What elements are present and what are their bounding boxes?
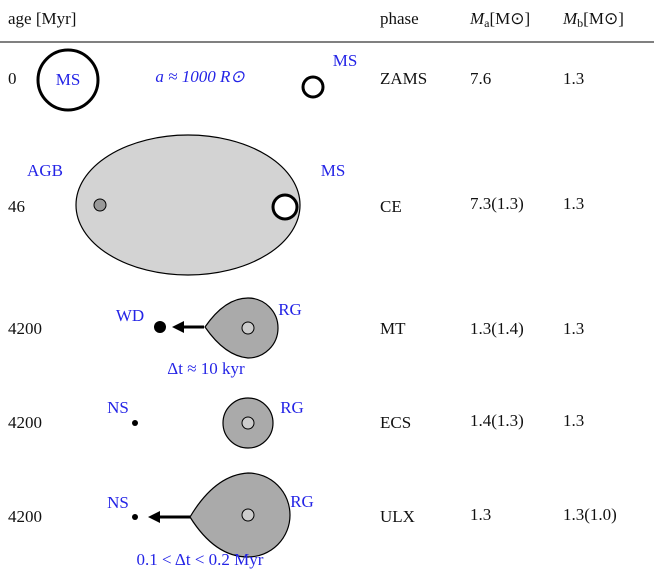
core: [242, 509, 254, 521]
body: age [Myr] phase Ma[M⊙] Mb[M⊙] 0 MS a ≈ 1…: [0, 0, 654, 572]
phase: CE: [380, 197, 402, 216]
mass-b: 1.3: [563, 319, 584, 338]
mass-a: 1.3: [470, 505, 491, 524]
age: 4200: [8, 413, 42, 432]
star-label: RG: [290, 492, 314, 511]
neutron-star: [132, 420, 138, 426]
mass-a: 7.3(1.3): [470, 194, 524, 213]
star: [273, 195, 297, 219]
header-phase: phase: [380, 9, 419, 28]
age: 46: [8, 197, 25, 216]
header-age: age [Myr]: [8, 9, 76, 28]
star: [303, 77, 323, 97]
common-envelope: [76, 135, 300, 275]
duration: Δt ≈ 10 kyr: [167, 359, 245, 378]
mass-a: 1.3(1.4): [470, 319, 524, 338]
star-label: RG: [278, 300, 302, 319]
arrow-head: [148, 511, 160, 523]
phase: ZAMS: [380, 69, 427, 88]
phase: ULX: [380, 507, 415, 526]
star-label: NS: [107, 398, 129, 417]
mass-a: 7.6: [470, 69, 491, 88]
symbol: M: [562, 9, 578, 28]
donor: [190, 473, 290, 557]
mass-b: 1.3(1.0): [563, 505, 617, 524]
core: [94, 199, 106, 211]
diagram: age [Myr] phase Ma[M⊙] Mb[M⊙] 0 MS a ≈ 1…: [0, 0, 654, 572]
symbol: M: [469, 9, 485, 28]
star-label: WD: [116, 306, 144, 325]
page: {"header": {"age": "age [Myr]", "phase":…: [0, 0, 654, 572]
star-label: MS: [56, 70, 81, 89]
unit: [M⊙]: [490, 9, 531, 28]
mass-b: 1.3: [563, 194, 584, 213]
mass-b: 1.3: [563, 411, 584, 430]
star-label: AGB: [27, 161, 63, 180]
phase: ECS: [380, 413, 411, 432]
white-dwarf: [154, 321, 166, 333]
mass-a: 1.4(1.3): [470, 411, 524, 430]
neutron-star: [132, 514, 138, 520]
age: 4200: [8, 507, 42, 526]
separation: a ≈ 1000 R⊙: [155, 67, 245, 86]
header-mass-a: Ma[M⊙]: [469, 9, 530, 30]
header-mass-b: Mb[M⊙]: [562, 9, 624, 30]
star-label: NS: [107, 493, 129, 512]
core: [242, 417, 254, 429]
star-label: MS: [333, 51, 358, 70]
age: 0: [8, 69, 17, 88]
unit: [M⊙]: [583, 9, 624, 28]
age: 4200: [8, 319, 42, 338]
core: [242, 322, 254, 334]
phase: MT: [380, 319, 406, 338]
arrow-head: [172, 321, 184, 333]
star-label: RG: [280, 398, 304, 417]
mass-b: 1.3: [563, 69, 584, 88]
duration: 0.1 < Δt < 0.2 Myr: [137, 550, 264, 569]
star-label: MS: [321, 161, 346, 180]
